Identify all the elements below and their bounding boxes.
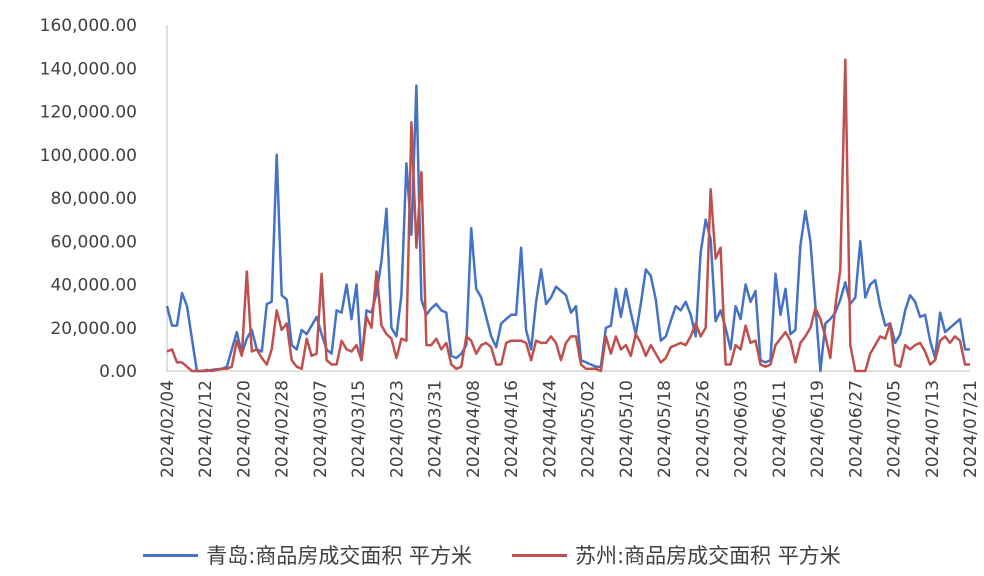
legend-label-qingdao: 青岛:商品房成交面积 平方米 bbox=[206, 544, 472, 568]
x-tick-label: 2024/05/10 bbox=[617, 380, 637, 478]
x-tick-label: 2024/02/12 bbox=[196, 380, 216, 478]
y-tick-label: 20,000.00 bbox=[50, 319, 137, 339]
x-tick-label: 2024/02/20 bbox=[234, 380, 254, 478]
x-tick-label: 2024/05/18 bbox=[655, 380, 675, 478]
y-tick-label: 60,000.00 bbox=[50, 232, 137, 252]
x-tick-label: 2024/02/04 bbox=[158, 380, 178, 478]
y-tick-label: 40,000.00 bbox=[50, 276, 137, 296]
legend-item-suzhou: 苏州:商品房成交面积 平方米 bbox=[512, 540, 841, 570]
y-tick-label: 80,000.00 bbox=[50, 189, 137, 209]
x-tick-label: 2024/06/27 bbox=[846, 380, 866, 478]
series-layer bbox=[165, 58, 970, 373]
x-axis-ticks: 2024/02/04 2024/02/12 2024/02/20 2024/02/28… bbox=[158, 380, 981, 478]
x-tick-label: 2024/07/13 bbox=[923, 380, 943, 478]
series-line-suzhou bbox=[166, 58, 970, 373]
x-tick-label: 2024/07/05 bbox=[885, 380, 905, 478]
x-tick-label: 2024/04/08 bbox=[464, 380, 484, 478]
x-tick-label: 2024/05/26 bbox=[693, 380, 713, 478]
y-tick-label: 0.00 bbox=[99, 362, 137, 382]
legend-item-qingdao: 青岛:商品房成交面积 平方米 bbox=[143, 540, 472, 570]
y-tick-label: 140,000.00 bbox=[40, 59, 137, 79]
y-tick-label: 100,000.00 bbox=[40, 146, 137, 166]
legend-swatch-suzhou bbox=[512, 553, 567, 557]
x-tick-label: 2024/06/19 bbox=[808, 380, 828, 478]
x-tick-label: 2024/03/07 bbox=[311, 380, 331, 478]
x-tick-label: 2024/04/24 bbox=[540, 380, 560, 478]
legend-label-suzhou: 苏州:商品房成交面积 平方米 bbox=[575, 544, 841, 568]
y-axis-ticks: 0.00 20,000.00 40,000.00 60,000.00 80,000.00… bbox=[40, 16, 137, 382]
x-tick-label: 2024/05/02 bbox=[579, 380, 599, 478]
x-tick-label: 2024/03/31 bbox=[426, 380, 446, 478]
x-tick-label: 2024/03/15 bbox=[349, 380, 369, 478]
y-tick-label: 120,000.00 bbox=[40, 103, 137, 123]
x-tick-label: 2024/06/03 bbox=[732, 380, 752, 478]
x-tick-label: 2024/06/11 bbox=[770, 380, 790, 478]
x-tick-label: 2024/07/21 bbox=[961, 380, 981, 478]
y-tick-label: 160,000.00 bbox=[40, 16, 137, 36]
x-tick-label: 2024/04/16 bbox=[502, 380, 522, 478]
legend: 青岛:商品房成交面积 平方米 苏州:商品房成交面积 平方米 bbox=[0, 540, 984, 570]
x-tick-label: 2024/02/28 bbox=[273, 380, 293, 478]
x-tick-label: 2024/03/23 bbox=[387, 380, 407, 478]
legend-swatch-qingdao bbox=[143, 553, 199, 557]
